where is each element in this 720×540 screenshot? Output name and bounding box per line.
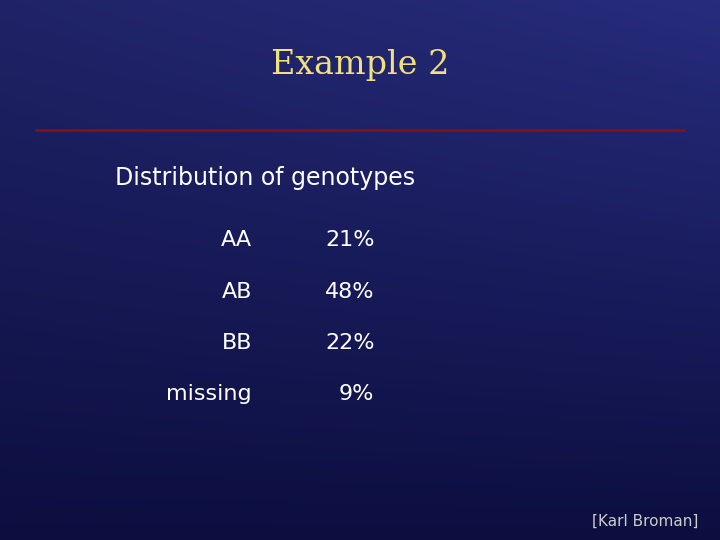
Text: 9%: 9% [339, 384, 374, 404]
Text: 48%: 48% [325, 281, 374, 302]
Text: AA: AA [221, 230, 252, 251]
Text: BB: BB [222, 333, 252, 353]
Text: 21%: 21% [325, 230, 374, 251]
Text: Example 2: Example 2 [271, 49, 449, 81]
Text: AB: AB [222, 281, 252, 302]
Text: missing: missing [166, 384, 252, 404]
Text: 22%: 22% [325, 333, 374, 353]
Text: [Karl Broman]: [Karl Broman] [592, 514, 698, 529]
Text: Distribution of genotypes: Distribution of genotypes [115, 166, 415, 190]
